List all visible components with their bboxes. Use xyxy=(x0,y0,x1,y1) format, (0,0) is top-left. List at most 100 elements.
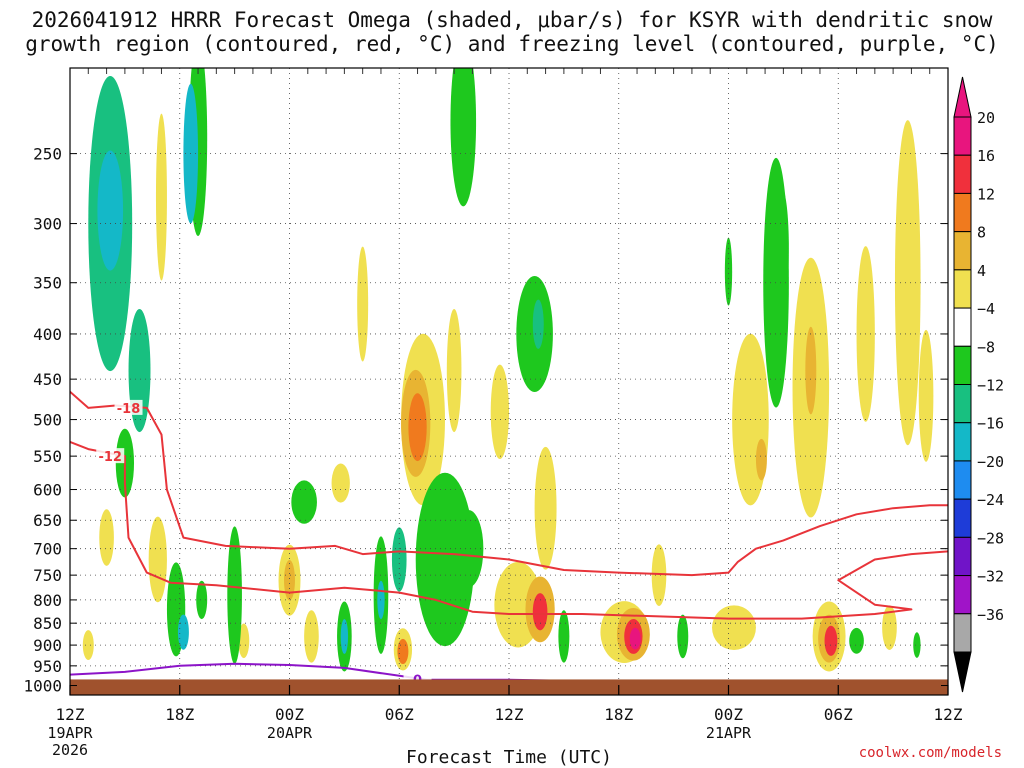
colorbar-segment xyxy=(953,422,972,462)
omega-cell xyxy=(391,527,407,592)
colorbar-segment xyxy=(953,575,972,615)
y-tick-label: 1000 xyxy=(23,677,62,696)
omega-cell xyxy=(357,246,369,362)
x-tick-label: 06Z xyxy=(385,705,414,724)
y-tick-label: 850 xyxy=(33,614,62,633)
colorbar-segment xyxy=(953,192,972,233)
colorbar-segment xyxy=(953,269,972,309)
omega-cell xyxy=(148,516,167,603)
omega-cell xyxy=(805,326,817,415)
colorbar-segment xyxy=(953,613,972,653)
colorbar-segment xyxy=(953,498,972,538)
dendritic-contour-label-bg xyxy=(114,399,143,415)
y-tick-label: 600 xyxy=(33,481,62,500)
omega-cell xyxy=(532,299,544,349)
x-tick-date: 20APR xyxy=(267,724,313,742)
omega-cell xyxy=(446,308,462,433)
omega-cell xyxy=(677,614,689,659)
colorbar-segment xyxy=(953,345,972,385)
axes: 250 300 350 400 450 500 550 600 650 700 750 800 850 9… xyxy=(23,67,963,759)
colorbar-segment xyxy=(953,536,972,577)
omega-cell xyxy=(629,627,641,650)
x-tick-label: 00Z xyxy=(714,705,743,724)
colorbar-label: −32 xyxy=(977,568,1004,586)
omega-cell xyxy=(882,605,897,650)
colorbar-bottom-arrow xyxy=(953,651,972,693)
omega-cell xyxy=(304,610,319,663)
x-tick-date: 21APR xyxy=(706,724,752,742)
omega-cell xyxy=(340,619,349,654)
dendritic-contour-label: -18 xyxy=(117,402,141,417)
x-tick-label: 18Z xyxy=(165,705,194,724)
colorbar-label: −8 xyxy=(977,338,995,356)
x-axis-label: Forecast Time (UTC) xyxy=(406,747,612,768)
omega-cell xyxy=(454,510,484,588)
dendritic-contour-label-bg xyxy=(96,448,125,464)
y-tick-label: 900 xyxy=(33,636,62,655)
omega-cell xyxy=(755,438,767,481)
y-tick-label: 500 xyxy=(33,411,62,430)
y-tick-label: 750 xyxy=(33,566,62,585)
omega-cell xyxy=(196,580,208,620)
colorbar-label: −4 xyxy=(977,300,995,318)
dendritic-contour-label: -12 xyxy=(98,450,122,465)
dendritic-contour xyxy=(70,390,948,577)
colorbar-segment xyxy=(953,460,972,500)
omega-cell xyxy=(824,625,838,656)
colorbar-label: −36 xyxy=(977,606,1004,624)
y-tick-label: 450 xyxy=(33,370,62,389)
colorbar-label: 12 xyxy=(977,185,995,203)
y-tick-label: 550 xyxy=(33,447,62,466)
y-tick-label: 650 xyxy=(33,511,62,530)
credit-link[interactable]: coolwx.com/models xyxy=(858,745,1002,761)
omega-cell xyxy=(712,605,756,650)
y-tick-label: 300 xyxy=(33,215,62,234)
y-tick-label: 350 xyxy=(33,274,62,293)
omega-cell xyxy=(532,593,548,631)
colorbar-label: −24 xyxy=(977,491,1004,509)
x-tick-label: 12Z xyxy=(934,705,963,724)
omega-cell xyxy=(408,393,427,462)
omega-cell xyxy=(849,627,864,654)
colorbar-label: 8 xyxy=(977,224,986,242)
chart-title-line-1: 2026041912 HRRR Forecast Omega (shaded, … xyxy=(31,8,993,32)
x-tick-year: 2026 xyxy=(52,741,88,759)
colorbar-segment xyxy=(953,384,972,424)
colorbar-segment xyxy=(953,231,972,271)
colorbar-label: −28 xyxy=(977,529,1004,547)
omega-cell xyxy=(894,120,921,446)
omega-cell xyxy=(99,509,114,566)
omega-cell xyxy=(918,329,934,462)
x-tick-label: 18Z xyxy=(604,705,633,724)
omega-cell xyxy=(397,638,409,665)
omega-cell xyxy=(450,68,477,207)
omega-cell xyxy=(238,623,250,659)
dendritic-contour xyxy=(70,440,948,620)
omega-cell xyxy=(534,446,557,570)
colorbar-label: 16 xyxy=(977,147,995,165)
omega-cell xyxy=(331,463,350,503)
x-tick-label: 12Z xyxy=(495,705,524,724)
x-tick-label: 06Z xyxy=(824,705,853,724)
omega-cell xyxy=(490,364,509,460)
colorbar-label: 20 xyxy=(977,109,995,127)
colorbar-top-arrow xyxy=(953,76,972,118)
omega-cell xyxy=(558,610,570,663)
omega-cell xyxy=(82,630,94,661)
x-tick-date: 19APR xyxy=(47,724,93,742)
omega-cell xyxy=(291,480,317,524)
colorbar: 20 16 12 8 4 −4 −8 −12 −16 −20 −24 −28 −32 −36 xyxy=(953,76,1004,693)
omega-cell xyxy=(284,560,295,601)
omega-cell xyxy=(177,614,189,650)
y-tick-label: 800 xyxy=(33,591,62,610)
colorbar-segment xyxy=(953,116,972,156)
omega-cell xyxy=(774,187,789,309)
chart-title-line-2: growth region (contoured, red, °C) and f… xyxy=(25,32,999,56)
omega-cell xyxy=(724,237,733,306)
colorbar-label: −20 xyxy=(977,453,1004,471)
x-tick-label: 12Z xyxy=(56,705,85,724)
omega-cell xyxy=(155,113,167,281)
y-tick-label: 950 xyxy=(33,657,62,676)
x-tick-label: 00Z xyxy=(275,705,304,724)
